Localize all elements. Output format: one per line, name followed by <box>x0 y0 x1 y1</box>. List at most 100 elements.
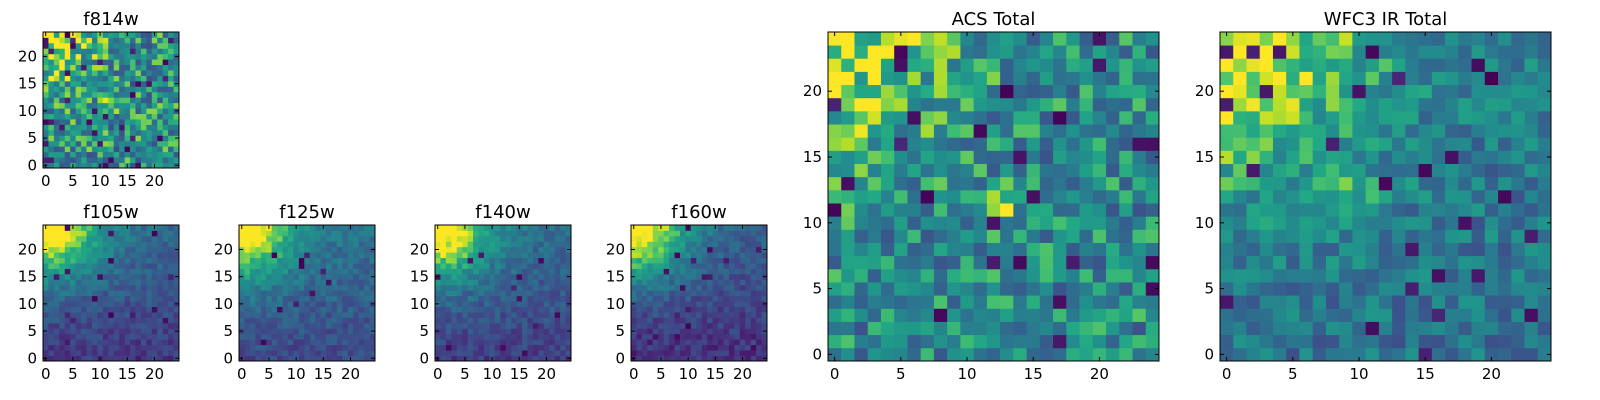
heatmap-cell <box>1471 110 1486 125</box>
heatmap-cell <box>920 150 935 164</box>
heatmap-cell <box>652 273 659 280</box>
heatmap-cell <box>70 317 77 324</box>
heatmap-cell <box>718 301 724 307</box>
heatmap-cell <box>907 163 922 178</box>
heatmap-cell <box>53 230 60 237</box>
heatmap-cell <box>1524 229 1539 243</box>
heatmap-cell <box>631 241 637 248</box>
heatmap-cell <box>70 119 77 125</box>
heatmap-cell <box>636 290 643 297</box>
heatmap-cell <box>761 306 768 313</box>
heatmap-cell <box>522 306 528 313</box>
heatmap-cell <box>451 355 458 362</box>
heatmap-cell <box>1119 124 1133 138</box>
heatmap-cell <box>641 284 648 291</box>
heatmap-cell <box>1246 97 1261 112</box>
heatmap-cell <box>309 257 316 264</box>
heatmap-cell <box>636 301 643 307</box>
heatmap-cell <box>91 135 98 142</box>
heatmap-cell <box>70 257 77 264</box>
heatmap-cell <box>309 350 316 356</box>
heatmap-cell <box>255 344 262 351</box>
heatmap-cell <box>277 290 283 297</box>
heatmap-cell <box>1066 176 1080 191</box>
heatmap-cell <box>1325 110 1340 125</box>
heatmap-cell <box>745 257 752 264</box>
heatmap-cell <box>1352 295 1367 309</box>
heatmap-cell <box>1233 71 1247 86</box>
heatmap-cell <box>1000 308 1014 322</box>
heatmap-cell <box>124 59 131 66</box>
heatmap-cell <box>162 241 169 248</box>
heatmap-cell <box>1092 32 1107 46</box>
heatmap-cell <box>168 119 174 125</box>
heatmap-cell <box>75 230 82 237</box>
heatmap-cell <box>445 290 452 297</box>
heatmap-cell <box>560 273 566 280</box>
heatmap-cell <box>986 97 1001 112</box>
heatmap-cell <box>64 339 71 346</box>
heatmap-cell <box>745 252 752 259</box>
heatmap-cell <box>151 48 158 55</box>
heatmap-cell <box>565 241 572 248</box>
heatmap-cell <box>462 284 469 291</box>
heatmap-cell <box>854 308 869 322</box>
heatmap-cell <box>168 64 174 71</box>
heatmap-cell <box>1524 242 1539 257</box>
y-tick-label: 0 <box>1204 345 1214 363</box>
heatmap-cell <box>266 339 273 346</box>
heatmap-cell <box>1246 347 1261 362</box>
heatmap-cell <box>1537 229 1552 243</box>
heatmap-cell <box>880 84 895 99</box>
heatmap-cell <box>146 284 153 291</box>
heatmap-cell <box>97 333 104 340</box>
heatmap-cell <box>266 257 273 264</box>
heatmap-cell <box>97 124 104 131</box>
heatmap-cell <box>140 235 147 242</box>
heatmap-cell <box>86 80 93 87</box>
heatmap-cell <box>538 306 545 313</box>
heatmap-cell <box>53 252 60 259</box>
heatmap-cell <box>282 279 289 286</box>
heatmap-cell <box>277 317 283 324</box>
heatmap-cell <box>353 301 360 307</box>
heatmap-cell <box>658 257 665 264</box>
heatmap-cell <box>456 284 463 291</box>
heatmap-cell <box>140 119 147 125</box>
heatmap-cell <box>920 334 935 349</box>
heatmap-cell <box>157 113 164 120</box>
heatmap-cell <box>48 268 55 275</box>
heatmap-cell <box>336 306 343 313</box>
heatmap-cell <box>97 91 104 98</box>
heatmap-cell <box>347 252 354 259</box>
heatmap-cell <box>1484 189 1499 204</box>
heatmap-cell <box>146 162 153 169</box>
heatmap-cell <box>97 235 104 242</box>
heatmap-cell <box>1471 334 1486 349</box>
heatmap-cell <box>669 339 675 346</box>
heatmap-cell <box>1132 163 1147 178</box>
heatmap-cell <box>707 279 713 286</box>
heatmap-cell <box>947 58 961 72</box>
heatmap-cell <box>907 203 922 217</box>
heatmap-cell <box>973 189 988 204</box>
heatmap-cell <box>1498 58 1512 72</box>
heatmap-cell <box>48 339 55 346</box>
heatmap-cell <box>473 235 479 242</box>
heatmap-cell <box>1498 163 1512 178</box>
heatmap-cell <box>86 37 93 44</box>
heatmap-cell <box>543 257 550 264</box>
heatmap-cell <box>867 229 882 243</box>
heatmap-cell <box>707 241 713 248</box>
heatmap-cell <box>140 140 147 147</box>
heatmap-cell <box>554 263 561 269</box>
heatmap-cell <box>315 284 321 291</box>
heatmap-cell <box>1259 110 1274 125</box>
heatmap-cell <box>364 284 370 291</box>
heatmap-cell <box>841 150 855 164</box>
heatmap-cell <box>130 252 136 259</box>
heatmap-cell <box>336 290 343 297</box>
heatmap-cell <box>1352 308 1367 322</box>
heatmap-cell <box>130 333 136 340</box>
heatmap-cell <box>271 328 278 335</box>
